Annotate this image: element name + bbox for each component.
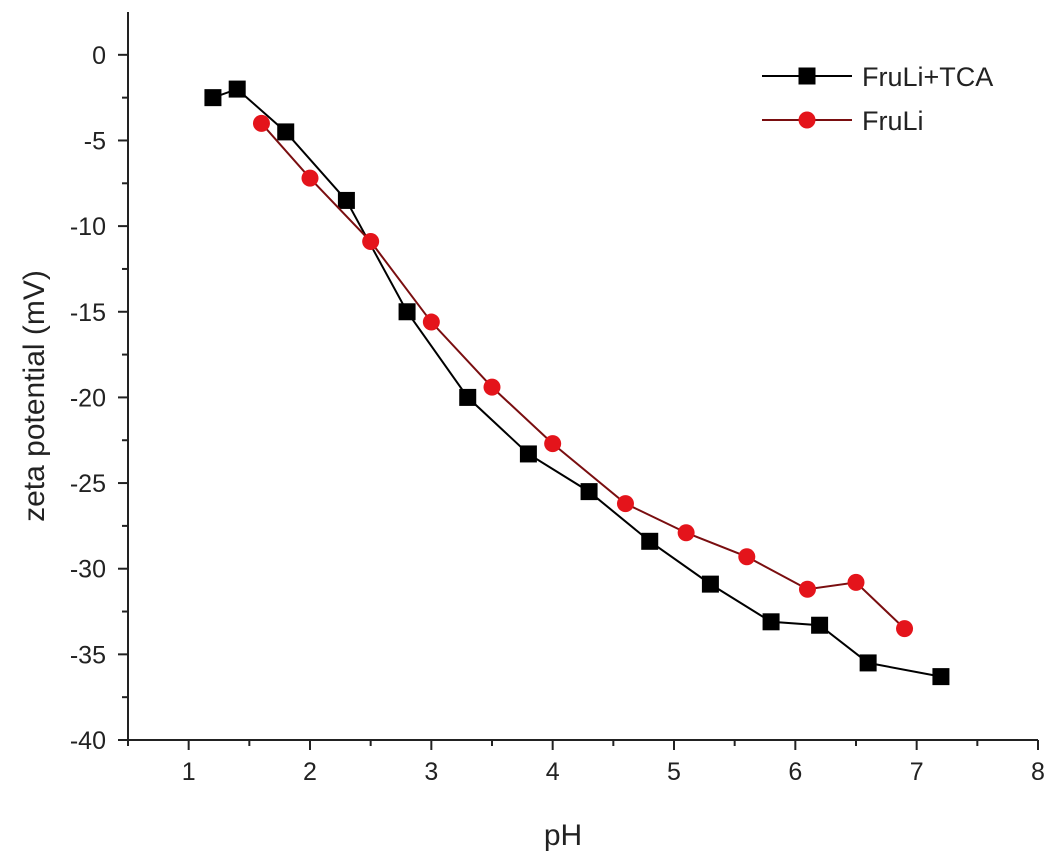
legend-label: FruLi [862, 106, 924, 136]
legend-label: FruLi+TCA [862, 62, 993, 92]
series-1 [204, 80, 950, 686]
data-point [301, 169, 319, 187]
series-line [260, 122, 906, 630]
data-point [398, 303, 416, 321]
legend: FruLi+TCA FruLi [762, 62, 993, 136]
y-axis-title: zeta potential (mV) [18, 270, 51, 522]
y-tick-label: -10 [70, 213, 106, 241]
y-tick-label: -35 [70, 641, 106, 669]
legend-marker [798, 111, 816, 129]
axes [118, 12, 1039, 750]
x-tick-label: 3 [424, 758, 438, 786]
data-point [641, 532, 659, 550]
y-tick-label: -20 [70, 384, 106, 412]
data-point [422, 313, 440, 331]
data-point [252, 114, 270, 132]
x-tick-label: 4 [546, 758, 560, 786]
y-tick-label: -15 [70, 299, 106, 327]
y-tick-label: -25 [70, 470, 106, 498]
x-tick-label: 8 [1031, 758, 1045, 786]
series-2 [252, 114, 914, 638]
x-tick-label: 5 [667, 758, 681, 786]
data-point [483, 378, 501, 396]
data-point [616, 495, 634, 513]
legend-item-1: FruLi+TCA [762, 62, 993, 92]
y-tick-label: 0 [92, 42, 106, 70]
legend-marker [798, 67, 816, 85]
data-point [738, 548, 756, 566]
data-point [798, 580, 816, 598]
data-point [896, 620, 914, 638]
data-point [580, 483, 598, 501]
data-point [277, 123, 295, 141]
series-line [212, 87, 942, 678]
plot-area [204, 80, 950, 686]
data-point [847, 573, 865, 591]
data-point [811, 616, 829, 634]
x-tick-label: 1 [182, 758, 196, 786]
data-point [677, 524, 695, 542]
data-point [362, 233, 380, 251]
data-point [459, 388, 477, 406]
data-point [228, 80, 246, 98]
data-point [337, 191, 355, 209]
data-point [204, 89, 222, 107]
tick-labels: 0 -5 -10 -15 -20 -25 -30 -35 -40 1 2 3 4 5 6 7 8 [70, 42, 1045, 786]
data-point [932, 668, 950, 686]
y-tick-label: -30 [70, 556, 106, 584]
y-tick-label: -5 [84, 127, 106, 155]
x-axis-title: pH [544, 819, 582, 852]
data-point [701, 575, 719, 593]
data-point [762, 613, 780, 631]
x-tick-label: 6 [788, 758, 802, 786]
data-point [519, 445, 537, 463]
x-tick-label: 7 [910, 758, 924, 786]
data-point [544, 435, 562, 453]
x-tick-label: 2 [303, 758, 317, 786]
y-tick-label: -40 [70, 727, 106, 755]
legend-item-2: FruLi [762, 106, 924, 136]
data-point [859, 654, 877, 672]
